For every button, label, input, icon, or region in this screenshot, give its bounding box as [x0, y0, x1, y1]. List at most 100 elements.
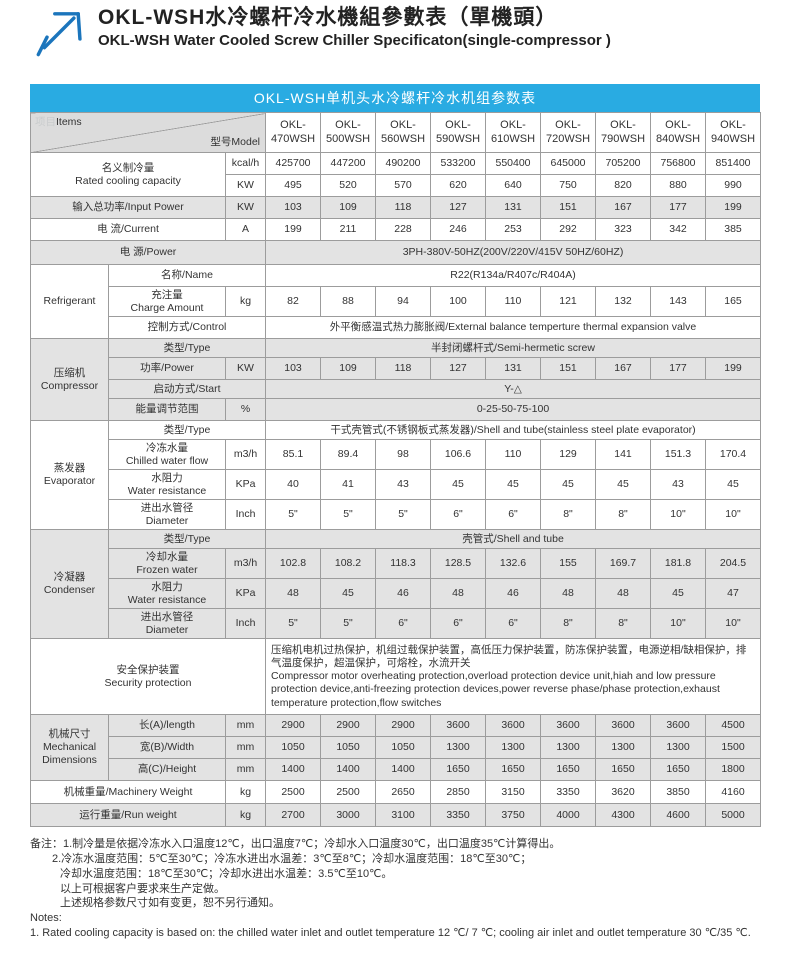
width-value: 1300 — [485, 736, 542, 760]
energy-range-value: 0-25-50-75-100 — [265, 398, 762, 422]
charge-amount-value: 100 — [430, 286, 487, 318]
table-row: 水阻力 Water resistance KPa 48 45 46 48 46 48 48 4… — [31, 578, 762, 610]
label-width: 宽(B)/Width — [108, 736, 226, 760]
table-row: 高(C)/Height mm 1400 1400 1400 1650 1650 1650 1… — [31, 758, 762, 782]
label-current: 电 流/Current — [30, 218, 226, 242]
input-power-value: 103 — [265, 196, 322, 220]
current-value: 199 — [265, 218, 322, 242]
model-header-cell: OKL- 470WSH — [265, 111, 322, 154]
width-value: 1300 — [650, 736, 707, 760]
table-row: 进出水管径 Diameter Inch 5" 5" 6" 6" 6" 8" 8" 10" 10" — [31, 608, 762, 640]
unit-cell: KW — [224, 357, 267, 381]
security-protection-value: 压缩机电机过热保护，机组过载保护装置，高低压力保护装置，防冻保护装置，电源逆相/… — [265, 638, 762, 716]
height-value: 1650 — [595, 758, 652, 782]
rated-kw-value: 640 — [485, 174, 542, 198]
cond-resistance-value: 48 — [540, 578, 597, 610]
evap-resistance-value: 41 — [320, 469, 377, 501]
table-row: 电 源/Power 3PH-380V-50HZ(200V/220V/415V 5… — [29, 240, 762, 266]
evaporator-type-value: 干式壳管式(不锈钢板式蒸发器)/Shell and tube(stainless… — [265, 420, 762, 441]
frozen-water-value: 155 — [540, 548, 597, 580]
length-value: 2900 — [265, 714, 322, 738]
table-row: 冷凝器 Condenser 类型/Type 壳管式/Shell and tube — [30, 529, 762, 640]
current-value: 385 — [705, 218, 762, 242]
length-value: 4500 — [705, 714, 762, 738]
machinery-weight-value: 4160 — [705, 780, 762, 805]
note-line: Notes: — [30, 912, 62, 925]
length-value: 3600 — [595, 714, 652, 738]
cond-resistance-value: 45 — [320, 578, 377, 610]
label-condenser-type: 类型/Type — [107, 529, 267, 550]
frozen-water-value: 128.5 — [430, 548, 487, 580]
input-power-value: 109 — [320, 196, 377, 220]
evap-resistance-value: 45 — [430, 469, 487, 501]
cond-resistance-value: 46 — [485, 578, 542, 610]
label-cond-resistance: 水阻力 Water resistance — [108, 578, 226, 610]
rated-kcal-value: 533200 — [430, 152, 487, 176]
length-value: 2900 — [320, 714, 377, 738]
cond-diameter-value: 8" — [540, 608, 597, 640]
label-security-protection: 安全保护装置 Security protection — [29, 638, 267, 716]
input-power-value: 127 — [430, 196, 487, 220]
note-line: 冷却水温度范围：18℃至30℃；冷却水进出水温差：3.5℃至10℃。 — [60, 867, 393, 880]
table-row: 启动方式/Start Y-△ — [31, 379, 762, 400]
compressor-power-value: 118 — [375, 357, 432, 381]
unit-cell: % — [224, 398, 267, 422]
input-power-value: 177 — [650, 196, 707, 220]
width-value: 1050 — [265, 736, 322, 760]
compressor-power-value: 199 — [705, 357, 762, 381]
model-header-cell: OKL- 940WSH — [705, 111, 762, 154]
chilled-flow-value: 89.4 — [320, 439, 377, 471]
label-evap-resistance: 水阻力 Water resistance — [108, 469, 226, 501]
label-evap-diameter: 进出水管径 Diameter — [108, 499, 226, 531]
note-line: 以上可根据客户要求来生产定做。 — [60, 882, 225, 895]
length-value: 3600 — [430, 714, 487, 738]
start-mode-value: Y-△ — [265, 379, 762, 400]
label-machinery-weight: 机械重量/Machinery Weight — [30, 780, 226, 805]
evap-resistance-value: 45 — [485, 469, 542, 501]
charge-amount-value: 132 — [595, 286, 652, 318]
label-control: 控制方式/Control — [107, 316, 267, 340]
chilled-flow-value: 98 — [375, 439, 432, 471]
table-header-row: 项目Items 型号Model OKL- 470WSH OKL- 500WSH OK… — [29, 111, 762, 154]
input-power-value: 118 — [375, 196, 432, 220]
cond-diameter-value: 5" — [265, 608, 322, 640]
run-weight-value: 4300 — [595, 803, 652, 828]
rated-kcal-value: 447200 — [320, 152, 377, 176]
cond-resistance-value: 45 — [650, 578, 707, 610]
table-banner: OKL-WSH单机头水冷螺杆冷水机组参数表 — [30, 84, 760, 112]
label-input-power: 输入总功率/Input Power — [30, 196, 226, 220]
table-row: 宽(B)/Width mm 1050 1050 1050 1300 1300 1300 13… — [31, 736, 762, 760]
evap-resistance-value: 45 — [595, 469, 652, 501]
length-value: 2900 — [375, 714, 432, 738]
note-line: 2.冷冻水温度范围：5℃至30℃；冷冻水进出水温差：3℃至8℃；冷却水温度范围：… — [52, 853, 532, 866]
current-value: 211 — [320, 218, 377, 242]
machinery-weight-value: 3350 — [540, 780, 597, 805]
rated-kw-value: 495 — [265, 174, 322, 198]
cond-resistance-value: 47 — [705, 578, 762, 610]
label-compressor-type: 类型/Type — [107, 338, 267, 359]
run-weight-value: 4000 — [540, 803, 597, 828]
model-header-cell: OKL- 720WSH — [540, 111, 597, 154]
unit-cell: A — [224, 218, 267, 242]
rated-kcal-value: 705200 — [595, 152, 652, 176]
unit-cell: m3/h — [224, 439, 267, 471]
evap-diameter-value: 5" — [375, 499, 432, 531]
table-row: 机械重量/Machinery Weight kg 2500 2500 2650 285… — [30, 780, 762, 805]
model-header-cell: OKL- 610WSH — [485, 111, 542, 154]
chilled-flow-value: 106.6 — [430, 439, 487, 471]
input-power-value: 199 — [705, 196, 762, 220]
charge-amount-value: 88 — [320, 286, 377, 318]
rated-kcal-value: 756800 — [650, 152, 707, 176]
rated-kw-value: 570 — [375, 174, 432, 198]
model-header-cell: OKL- 790WSH — [595, 111, 652, 154]
power-supply-value: 3PH-380V-50HZ(200V/220V/415V 50HZ/60HZ) — [265, 240, 762, 266]
unit-cell: kg — [224, 803, 267, 828]
run-weight-value: 5000 — [705, 803, 762, 828]
rated-kw-value: 520 — [320, 174, 377, 198]
label-compressor-power: 功率/Power — [108, 357, 226, 381]
unit-cell: m3/h — [224, 548, 267, 580]
height-value: 1400 — [265, 758, 322, 782]
label-start-mode: 启动方式/Start — [107, 379, 267, 400]
table-row: 压缩机 Compressor 类型/Type 半封闭螺杆式/Semi-herme… — [30, 338, 762, 422]
length-value: 3600 — [650, 714, 707, 738]
